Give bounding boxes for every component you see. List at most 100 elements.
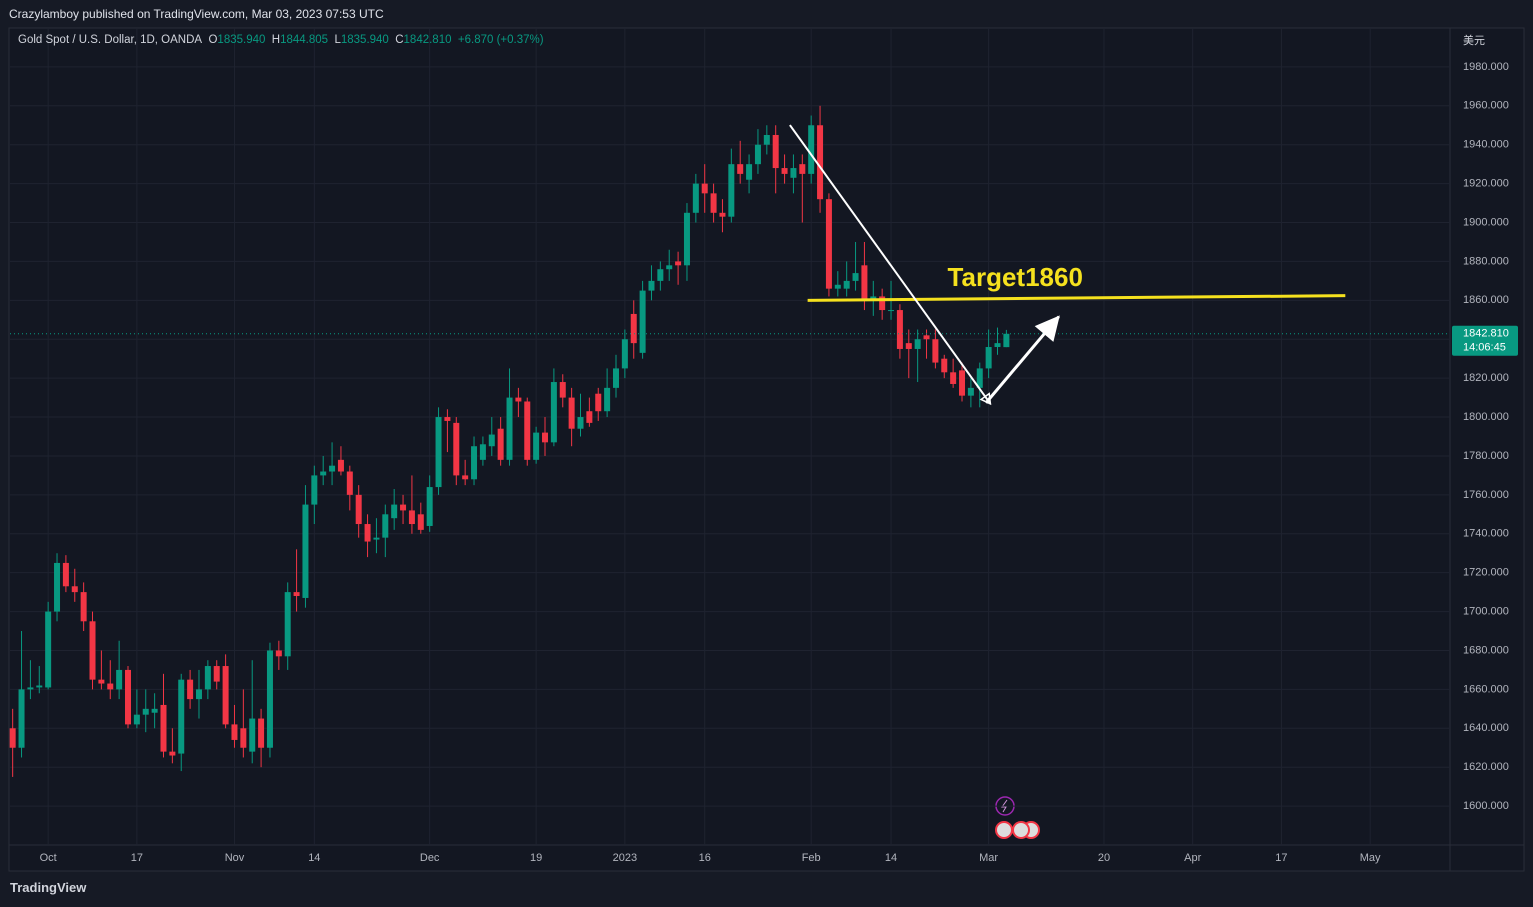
event-icon	[1001, 799, 1008, 813]
y-tick-label: 1860.000	[1463, 294, 1509, 306]
candle-body	[985, 347, 992, 369]
candle-body	[692, 183, 699, 213]
candle-body	[187, 679, 194, 700]
candle-body	[790, 168, 797, 178]
y-tick-label: 1820.000	[1463, 372, 1509, 384]
candle-body	[586, 411, 593, 423]
candle-body	[515, 397, 522, 402]
candle-body	[568, 397, 575, 429]
candle-body	[950, 372, 957, 384]
candle-body	[1003, 333, 1010, 348]
candle-body	[426, 487, 433, 526]
x-tick-label: Mar	[979, 852, 998, 864]
countdown: 14:06:45	[1463, 342, 1506, 354]
candle-body	[577, 417, 584, 429]
candle-body	[506, 397, 513, 460]
candle-body	[302, 504, 309, 598]
x-tick-label: Feb	[802, 852, 821, 864]
candle-body	[89, 621, 96, 680]
candle-body	[258, 718, 265, 748]
candle-body	[719, 212, 726, 217]
candle-body	[240, 728, 247, 748]
candle-body	[479, 444, 486, 460]
candle-body	[994, 343, 1001, 348]
chart-frame	[8, 27, 1525, 872]
candle-body	[329, 465, 336, 472]
y-tick-label: 1680.000	[1463, 644, 1509, 656]
candle-body	[905, 343, 912, 349]
candle-body	[160, 704, 167, 752]
candle-body	[861, 265, 868, 301]
candle-body	[621, 339, 628, 369]
x-tick-label: 17	[1275, 852, 1287, 864]
candle-body	[843, 280, 850, 289]
candle-body	[559, 382, 566, 398]
x-tick-label: 19	[530, 852, 542, 864]
annotation: Target1860	[948, 262, 1083, 292]
arrow-head	[1034, 315, 1060, 342]
candle-body	[364, 524, 371, 542]
publish-bar: Crazylamboy published on TradingView.com…	[0, 0, 1533, 28]
candles	[9, 105, 1010, 777]
candle-body	[71, 586, 78, 593]
candle-body	[550, 382, 557, 443]
candle-body	[976, 368, 983, 388]
candle-body	[9, 728, 16, 748]
o-label: O	[208, 34, 218, 46]
l-label: L	[334, 34, 341, 46]
candle-body	[18, 689, 25, 748]
candle-body	[133, 714, 140, 725]
x-tick-label: Apr	[1184, 852, 1201, 864]
x-tick-label: 2023	[613, 852, 637, 864]
c-label: C	[395, 34, 404, 46]
candle-body	[488, 434, 495, 447]
candle-body	[781, 168, 788, 174]
x-tick-label: 20	[1098, 852, 1110, 864]
candle-body	[266, 650, 273, 748]
candle-body	[204, 666, 211, 690]
candle-body	[967, 387, 974, 396]
y-tick-label: 1600.000	[1463, 800, 1509, 812]
candle-body	[337, 459, 344, 472]
candle-body	[355, 494, 362, 525]
candle-body	[62, 562, 69, 587]
candle-body	[914, 339, 921, 349]
candle-body	[648, 280, 655, 291]
x-tick-label: Oct	[40, 852, 57, 864]
y-tick-label: 1700.000	[1463, 605, 1509, 617]
y-tick-label: 1940.000	[1463, 139, 1509, 151]
candle-body	[612, 368, 619, 388]
y-tick-label: 1760.000	[1463, 489, 1509, 501]
candle-body	[763, 134, 770, 145]
drawing-line	[807, 294, 1346, 302]
candle-body	[888, 310, 895, 312]
candle-body	[817, 125, 824, 200]
candle-body	[754, 144, 761, 165]
candle-body	[284, 592, 291, 657]
candle-body	[453, 422, 460, 476]
candle-body	[346, 471, 353, 495]
candle-body	[400, 504, 407, 511]
candle-body	[524, 401, 531, 460]
candle-body	[728, 164, 735, 217]
event-icons	[995, 796, 1040, 839]
candle-body	[125, 669, 132, 725]
x-tick-label: May	[1360, 852, 1381, 864]
candle-body	[737, 164, 744, 174]
candle-body	[320, 471, 327, 476]
last-price-tag	[1452, 325, 1518, 356]
y-tick-label: 1640.000	[1463, 722, 1509, 734]
x-tick-label: 17	[131, 852, 143, 864]
y-tick-label: 1620.000	[1463, 761, 1509, 773]
c-value: 1842.810	[403, 34, 452, 46]
y-tick-label: 1900.000	[1463, 216, 1509, 228]
candle-body	[178, 679, 185, 754]
currency: 美元	[1463, 34, 1485, 47]
y-tick-label: 1920.000	[1463, 178, 1509, 190]
y-tick-label: 1980.000	[1463, 61, 1509, 73]
candle-body	[169, 751, 176, 756]
change: +6.870 (+0.37%)	[457, 34, 544, 46]
candle-body	[639, 290, 646, 353]
candle-body	[417, 514, 424, 530]
